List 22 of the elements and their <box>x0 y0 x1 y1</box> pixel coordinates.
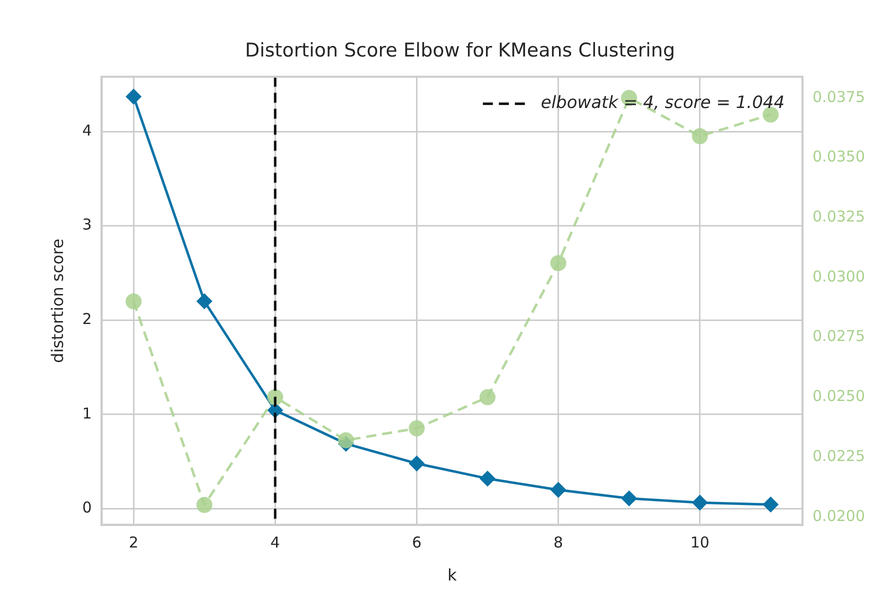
x-tick-label: 4 <box>270 534 280 552</box>
y2-tick-label: 0.0250 <box>812 387 866 406</box>
y-tick-label: 4 <box>82 121 92 140</box>
y2-tick-label: 0.0375 <box>812 88 866 106</box>
y-tick-label: 2 <box>82 310 92 328</box>
y-tick-label: 1 <box>82 404 92 422</box>
y2-tick-label: 0.0300 <box>812 267 866 286</box>
x-tick-label: 6 <box>412 534 422 552</box>
y-axis-title: distortion score <box>48 238 67 363</box>
y-tick-label: 3 <box>82 216 92 234</box>
y2-tick-label: 0.0275 <box>812 327 866 346</box>
x-tick-label: 2 <box>128 534 138 552</box>
y2-tick-label: 0.0325 <box>812 207 866 226</box>
x-axis-title: k <box>447 566 458 585</box>
chart-title: Distortion Score Elbow for KMeans Clustering <box>244 39 676 62</box>
y2-tick-label: 0.0200 <box>812 506 866 525</box>
y-tick-label: 0 <box>82 498 92 517</box>
x-tick-label: 8 <box>554 534 564 552</box>
y2-tick-label: 0.0350 <box>812 148 866 166</box>
ref-line-label: elbowatk = 4, score = 1.044 <box>540 93 785 114</box>
y2-tick-label: 0.0225 <box>812 446 866 465</box>
x-tick-label: 10 <box>690 534 710 552</box>
